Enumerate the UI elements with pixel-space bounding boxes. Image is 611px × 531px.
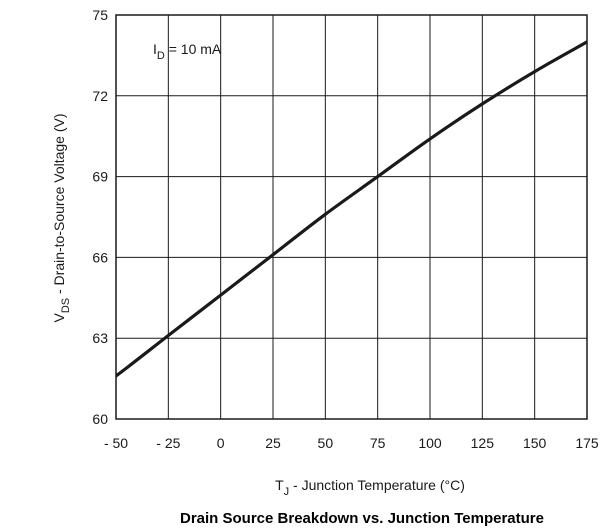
- y-tick-label: 63: [92, 330, 108, 346]
- annotation: ID = 10 mA: [153, 41, 222, 62]
- x-tick-label: 75: [370, 435, 386, 451]
- plot-frame: [115, 14, 588, 420]
- y-tick-label: 75: [92, 7, 108, 23]
- x-tick-label: 100: [418, 435, 442, 451]
- grid: [116, 15, 587, 419]
- plot-series: [116, 40, 587, 378]
- y-tick-label: 66: [92, 249, 108, 265]
- x-tick-label: - 25: [156, 435, 180, 451]
- x-axis-title: TJ - Junction Temperature (°C): [275, 477, 465, 498]
- x-tick-label: 25: [265, 435, 281, 451]
- y-tick-label: 72: [92, 88, 108, 104]
- x-tick-label: 50: [318, 435, 334, 451]
- x-tick-label: 0: [217, 435, 225, 451]
- x-tick-label: 150: [523, 435, 547, 451]
- x-tick-labels: - 50 - 25 0 25 50 75 100 125 150 175: [104, 435, 599, 451]
- y-tick-label: 69: [92, 169, 108, 185]
- x-tick-label: 175: [575, 435, 599, 451]
- x-tick-label: - 50: [104, 435, 128, 451]
- y-tick-labels: 60 63 66 69 72 75: [92, 7, 108, 427]
- x-tick-label: 125: [471, 435, 495, 451]
- chart-title: Drain Source Breakdown vs. Junction Temp…: [180, 510, 544, 527]
- series-line: [116, 40, 587, 378]
- y-axis-title: VDS - Drain-to-Source Voltage (V): [51, 113, 72, 322]
- y-tick-label: 60: [92, 411, 108, 427]
